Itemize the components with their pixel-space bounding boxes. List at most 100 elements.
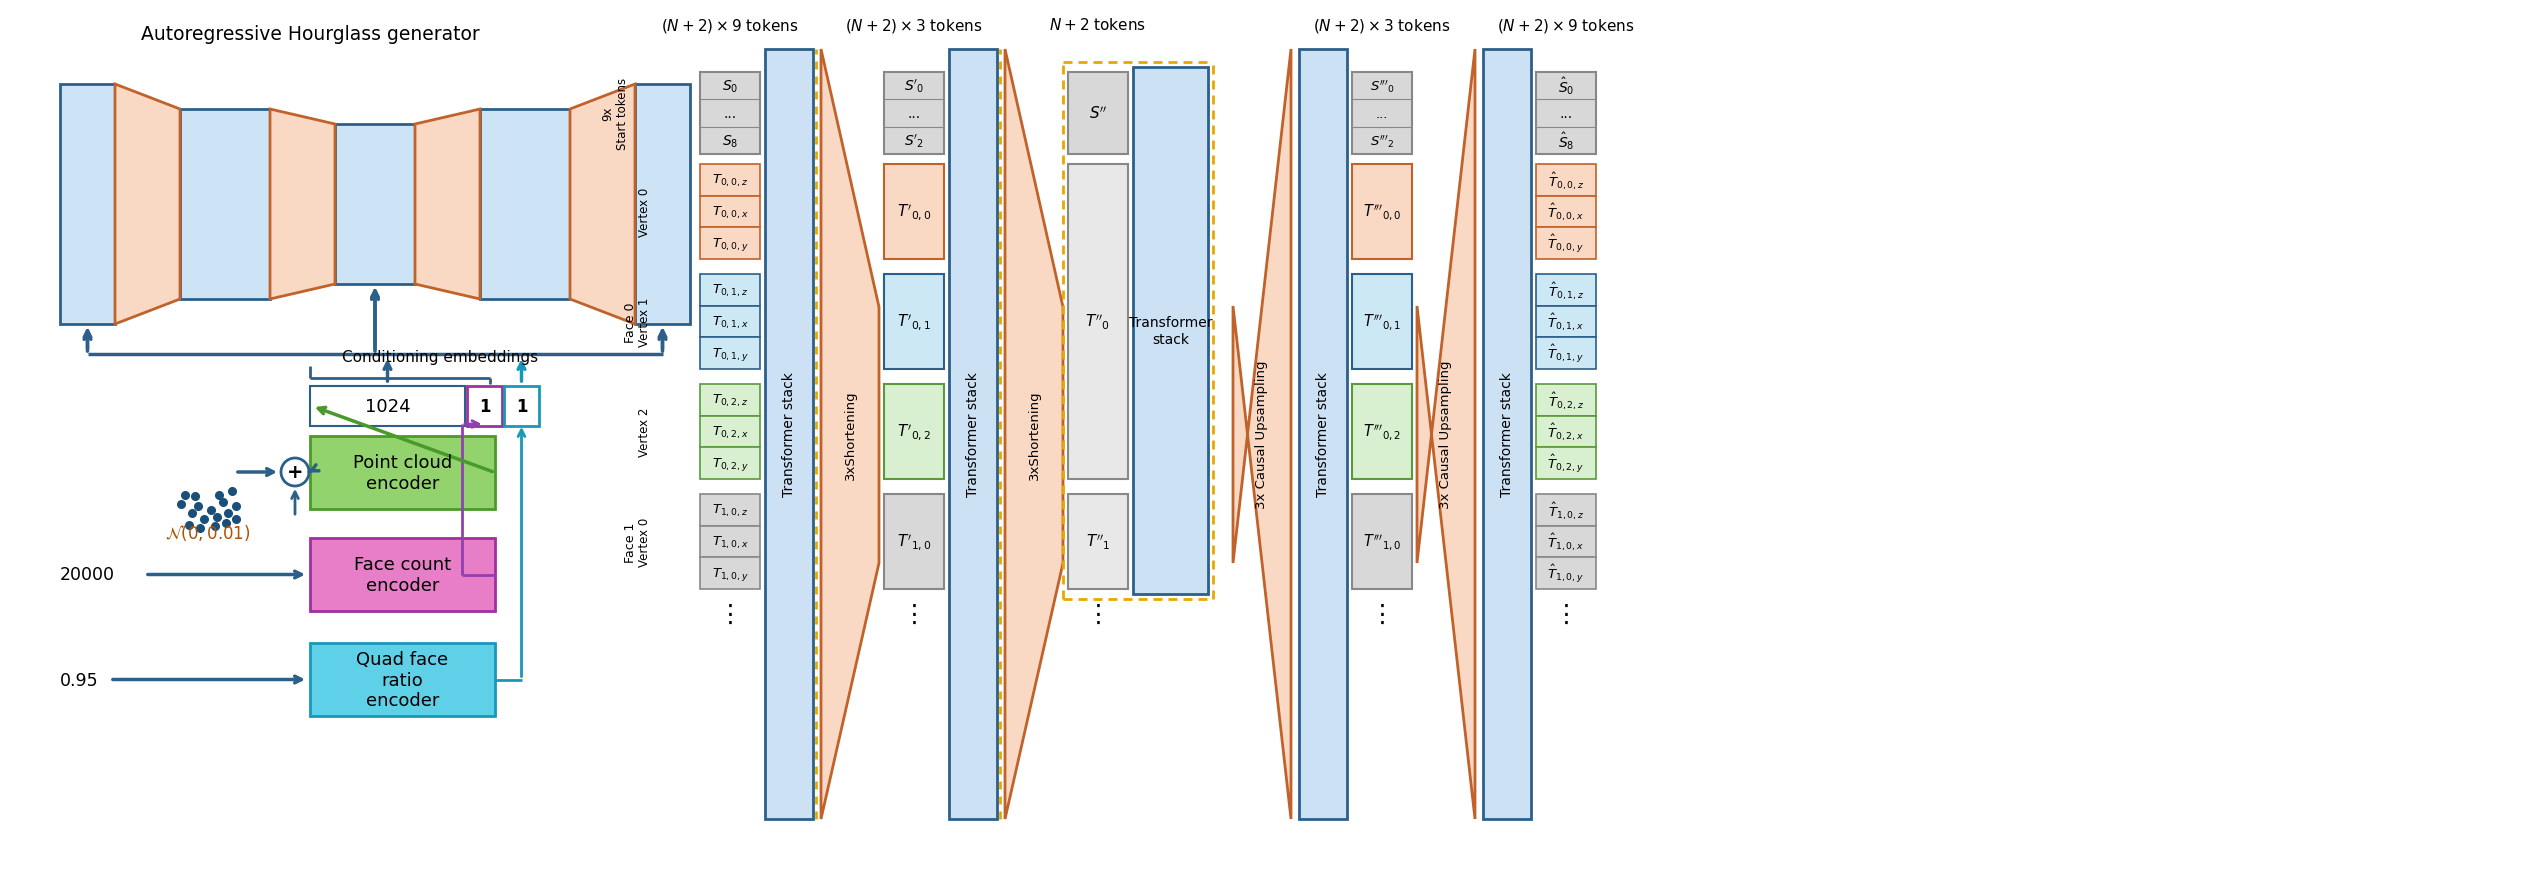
Text: Transformer stack: Transformer stack — [783, 372, 796, 497]
Bar — [61, 85, 114, 325]
Bar — [334, 125, 416, 284]
Text: $\hat{S}_0$: $\hat{S}_0$ — [1558, 76, 1574, 97]
Text: Autoregressive Hourglass generator: Autoregressive Hourglass generator — [139, 25, 479, 44]
Text: $S'''_2$: $S'''_2$ — [1371, 133, 1394, 149]
Bar — [699, 526, 760, 558]
Bar — [479, 110, 570, 299]
Bar — [699, 384, 760, 417]
Text: $T_{0,1,y}$: $T_{0,1,y}$ — [712, 345, 748, 362]
Text: $\hat{T}_{0,1,z}$: $\hat{T}_{0,1,z}$ — [1548, 280, 1584, 301]
Text: Transformer stack: Transformer stack — [965, 372, 981, 497]
Bar — [1536, 228, 1596, 260]
Bar — [1536, 448, 1596, 479]
Bar — [884, 73, 945, 155]
Text: ...: ... — [1376, 107, 1389, 121]
Bar — [1536, 494, 1596, 526]
Bar — [1536, 307, 1596, 338]
Polygon shape — [821, 50, 879, 819]
Text: Transformer stack: Transformer stack — [1500, 372, 1513, 497]
Bar — [699, 274, 760, 307]
Text: $T'''_{0,2}$: $T'''_{0,2}$ — [1363, 422, 1401, 442]
Polygon shape — [570, 85, 636, 325]
Text: 3xShortening: 3xShortening — [1026, 390, 1041, 479]
Polygon shape — [1234, 50, 1290, 819]
Bar — [1353, 274, 1411, 369]
Text: ...: ... — [907, 107, 920, 121]
Text: $T_{0,2,y}$: $T_{0,2,y}$ — [712, 455, 748, 472]
Text: 20000: 20000 — [61, 566, 114, 584]
Text: $T''_0$: $T''_0$ — [1085, 313, 1110, 332]
Bar — [950, 50, 996, 819]
Text: $\hat{T}_{1,0,z}$: $\hat{T}_{1,0,z}$ — [1548, 500, 1584, 521]
Text: $\hat{T}_{0,2,x}$: $\hat{T}_{0,2,x}$ — [1548, 421, 1584, 443]
Text: $T_{0,0,z}$: $T_{0,0,z}$ — [712, 173, 748, 189]
Text: $T_{0,1,z}$: $T_{0,1,z}$ — [712, 283, 748, 299]
Bar — [309, 436, 494, 510]
Text: $T_{1,0,y}$: $T_{1,0,y}$ — [712, 565, 748, 582]
Bar — [1353, 73, 1411, 155]
Text: $\hat{T}_{0,2,z}$: $\hat{T}_{0,2,z}$ — [1548, 390, 1584, 411]
Bar — [1133, 68, 1209, 595]
Text: $T'_{0,2}$: $T'_{0,2}$ — [897, 422, 930, 442]
Bar — [765, 50, 813, 819]
Text: Vertex 2: Vertex 2 — [639, 408, 651, 457]
Text: $(N + 2) \times 9$ tokens: $(N + 2) \times 9$ tokens — [661, 17, 798, 35]
Text: 9x
Start tokens: 9x Start tokens — [601, 78, 628, 150]
Text: Face 0: Face 0 — [623, 302, 636, 342]
Text: $\hat{T}_{0,0,x}$: $\hat{T}_{0,0,x}$ — [1548, 201, 1584, 223]
Text: $T_{0,0,x}$: $T_{0,0,x}$ — [712, 204, 748, 221]
Text: $T_{0,2,x}$: $T_{0,2,x}$ — [712, 424, 748, 440]
Text: Point cloud
encoder: Point cloud encoder — [352, 453, 451, 493]
Bar — [504, 386, 540, 426]
Polygon shape — [416, 110, 479, 299]
Bar — [309, 644, 494, 716]
Text: 3x Causal Upsampling: 3x Causal Upsampling — [1254, 360, 1270, 509]
Text: ...: ... — [722, 107, 737, 121]
Polygon shape — [1006, 50, 1062, 819]
Text: Face count
encoder: Face count encoder — [355, 555, 451, 595]
Text: $S''$: $S''$ — [1090, 105, 1107, 122]
Bar — [1067, 73, 1128, 155]
Text: 1024: 1024 — [365, 398, 411, 416]
Bar — [1536, 558, 1596, 589]
Text: Quad face
ratio
encoder: Quad face ratio encoder — [357, 650, 449, 710]
Bar — [884, 274, 945, 369]
Text: $T'_{0,1}$: $T'_{0,1}$ — [897, 312, 930, 332]
Bar — [1067, 164, 1128, 479]
Text: 1: 1 — [479, 398, 489, 416]
Text: $S'''_0$: $S'''_0$ — [1371, 79, 1394, 95]
Text: Vertex 1: Vertex 1 — [639, 298, 651, 347]
Bar — [1482, 50, 1531, 819]
Text: $T'_{1,0}$: $T'_{1,0}$ — [897, 532, 930, 552]
Text: $\hat{S}_8$: $\hat{S}_8$ — [1558, 131, 1574, 152]
Bar — [309, 538, 494, 611]
Text: $T_{1,0,z}$: $T_{1,0,z}$ — [712, 502, 748, 519]
Text: 3x Causal Upsampling: 3x Causal Upsampling — [1439, 360, 1452, 509]
Text: Vertex 0: Vertex 0 — [639, 188, 651, 237]
Text: $N + 2$ tokens: $N + 2$ tokens — [1049, 17, 1145, 33]
Bar — [1536, 417, 1596, 448]
Text: ⋮: ⋮ — [1085, 603, 1110, 627]
Bar — [699, 338, 760, 369]
Text: $\hat{T}_{1,0,y}$: $\hat{T}_{1,0,y}$ — [1548, 562, 1584, 585]
Text: ⋮: ⋮ — [1553, 603, 1579, 627]
Text: 3xShortening: 3xShortening — [844, 390, 856, 479]
Bar — [1067, 494, 1128, 589]
Text: Transformer stack: Transformer stack — [1315, 372, 1330, 497]
Bar — [699, 73, 760, 155]
Text: $(N + 2) \times 9$ tokens: $(N + 2) \times 9$ tokens — [1498, 17, 1634, 35]
Bar — [699, 228, 760, 260]
Bar — [699, 494, 760, 526]
Text: $T_{1,0,x}$: $T_{1,0,x}$ — [712, 534, 748, 550]
Bar — [884, 164, 945, 260]
Bar — [1300, 50, 1348, 819]
Bar — [1536, 197, 1596, 228]
Text: Conditioning embeddings: Conditioning embeddings — [342, 350, 537, 365]
Text: $S'_2$: $S'_2$ — [905, 132, 925, 150]
Bar — [180, 110, 271, 299]
Text: $S'_0$: $S'_0$ — [905, 78, 925, 96]
Text: $(N + 2) \times 3$ tokens: $(N + 2) \times 3$ tokens — [1313, 17, 1449, 35]
Text: $T'''_{0,0}$: $T'''_{0,0}$ — [1363, 202, 1401, 223]
Bar — [466, 386, 502, 426]
Bar — [1536, 274, 1596, 307]
